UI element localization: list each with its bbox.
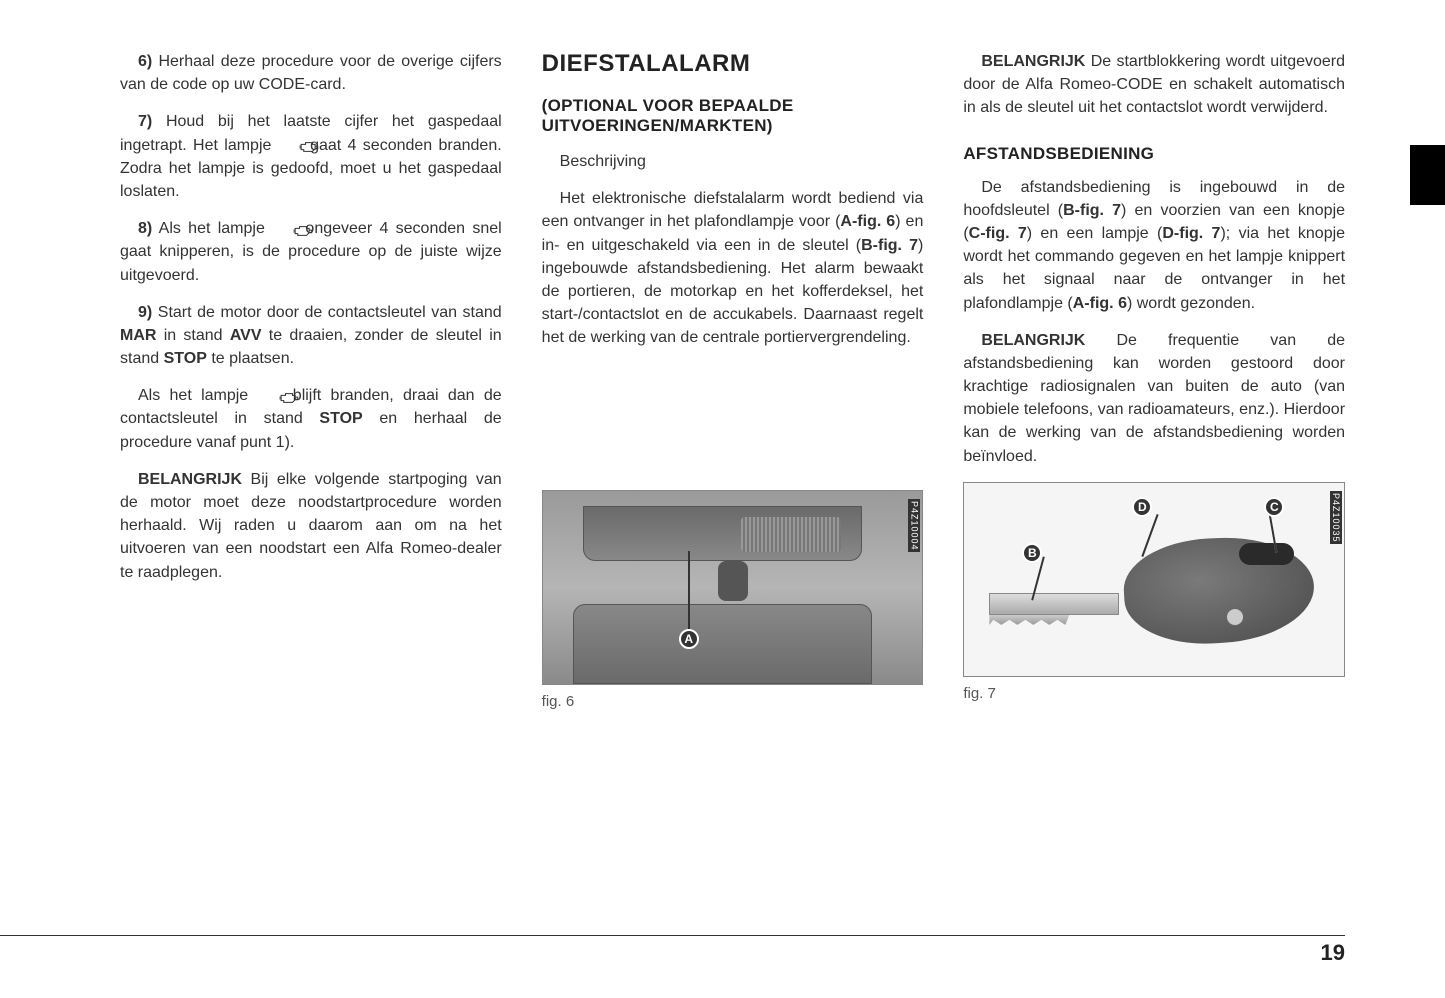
num-9: 9) bbox=[138, 304, 152, 321]
text-10a: Als het lampje bbox=[138, 387, 258, 404]
callout-b: B bbox=[1022, 543, 1042, 563]
para-c3-2: De afstandsbediening is ingebouwd in de … bbox=[963, 176, 1345, 315]
ref-c-fig7: C-fig. 7 bbox=[969, 225, 1027, 242]
page-edge-tab bbox=[1410, 145, 1445, 205]
fig7-caption: fig. 7 bbox=[963, 685, 1345, 702]
stop-1: STOP bbox=[164, 350, 207, 367]
text-c3-2e: ) wordt gezonden. bbox=[1127, 295, 1255, 312]
mar: MAR bbox=[120, 327, 156, 344]
ref-b-fig7: B-fig. 7 bbox=[861, 237, 918, 254]
ref-d-fig7: D-fig. 7 bbox=[1162, 225, 1220, 242]
heading-optional: (OPTIONAL VOOR BEPAALDE UITVOERINGEN/MAR… bbox=[542, 96, 924, 136]
page-number: 19 bbox=[1321, 940, 1345, 966]
heading-afstandsbediening: AFSTANDSBEDIENING bbox=[963, 144, 1345, 164]
column-1: 6) Herhaal deze procedure voor de overig… bbox=[120, 50, 502, 710]
mirror-illustration bbox=[573, 604, 873, 684]
num-6: 6) bbox=[138, 53, 152, 70]
ref-a-fig6: A-fig. 6 bbox=[840, 213, 895, 230]
heading-diefstalalarm: DIEFSTALALARM bbox=[542, 50, 924, 78]
callout-a-line bbox=[688, 551, 690, 636]
mirror-stem-illustration bbox=[718, 561, 748, 601]
fig6-caption: fig. 6 bbox=[542, 693, 924, 710]
num-8: 8) bbox=[138, 220, 152, 237]
belangrijk-3: BELANGRIJK bbox=[981, 332, 1085, 349]
text-c3-2c: ) en een lampje ( bbox=[1027, 225, 1163, 242]
callout-c: C bbox=[1264, 497, 1284, 517]
para-11: BELANGRIJK Bij elke volgende startpoging… bbox=[120, 468, 502, 584]
beschrijving-label: Beschrijving bbox=[542, 150, 924, 173]
para-8: 8) Als het lampje ongeveer 4 seconden sn… bbox=[120, 217, 502, 287]
text-6: Herhaal deze procedure voor de overige c… bbox=[120, 53, 502, 93]
callout-a: A bbox=[679, 629, 699, 649]
column-3: BELANGRIJK De startblokkering wordt uitg… bbox=[963, 50, 1345, 710]
key-teeth-illustration bbox=[989, 615, 1069, 625]
belangrijk-2: BELANGRIJK bbox=[981, 53, 1085, 70]
text-9a: Start de motor door de contactsleutel va… bbox=[152, 304, 501, 321]
engine-icon bbox=[280, 138, 302, 152]
engine-icon bbox=[260, 389, 282, 403]
text-c3-3: De frequentie van de afstandsbediening k… bbox=[963, 332, 1345, 465]
stop-2: STOP bbox=[319, 410, 362, 427]
footer-line bbox=[0, 935, 1345, 936]
figure-6: P4Z10004 A bbox=[542, 490, 924, 685]
key-shaft-illustration bbox=[989, 593, 1119, 615]
para-10: Als het lampje blijft branden, draai dan… bbox=[120, 384, 502, 454]
num-7: 7) bbox=[138, 113, 152, 130]
text-8a: Als het lampje bbox=[152, 220, 272, 237]
para-c3-1: BELANGRIJK De startblokkering wordt uitg… bbox=[963, 50, 1345, 120]
para-7: 7) Houd bij het laatste cijfer het gaspe… bbox=[120, 110, 502, 203]
dome-light-illustration bbox=[583, 506, 863, 561]
belangrijk-1: BELANGRIJK bbox=[138, 471, 242, 488]
para-c3-3: BELANGRIJK De frequentie van de afstands… bbox=[963, 329, 1345, 468]
callout-d: D bbox=[1132, 497, 1152, 517]
para-6: 6) Herhaal deze procedure voor de overig… bbox=[120, 50, 502, 96]
key-logo-illustration bbox=[1226, 608, 1244, 626]
fig7-code: P4Z10035 bbox=[1330, 491, 1342, 545]
page-content: 6) Herhaal deze procedure voor de overig… bbox=[0, 0, 1445, 740]
key-button-illustration bbox=[1239, 543, 1294, 565]
text-9b: in stand bbox=[156, 327, 229, 344]
ref-a-fig6-2: A-fig. 6 bbox=[1073, 295, 1127, 312]
figure-7: P4Z10035 B D C bbox=[963, 482, 1345, 677]
ref-b-fig7-2: B-fig. 7 bbox=[1063, 202, 1121, 219]
para-c2-1: Het elektronische diefstalalarm wordt be… bbox=[542, 187, 924, 349]
para-9: 9) Start de motor door de contactsleutel… bbox=[120, 301, 502, 371]
engine-icon bbox=[274, 222, 296, 236]
text-9d: te plaatsen. bbox=[207, 350, 294, 367]
fig6-code: P4Z10004 bbox=[908, 499, 920, 553]
column-2: DIEFSTALALARM (OPTIONAL VOOR BEPAALDE UI… bbox=[542, 50, 924, 710]
avv: AVV bbox=[230, 327, 262, 344]
